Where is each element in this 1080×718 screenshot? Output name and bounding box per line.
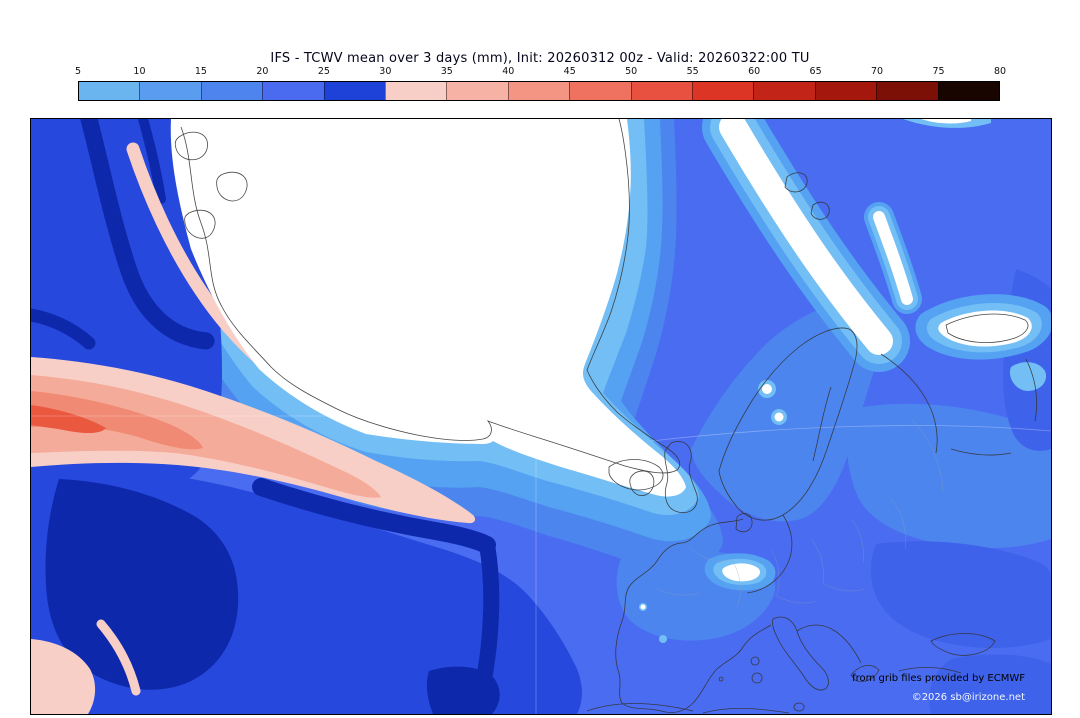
colorbar-cell xyxy=(79,82,140,100)
colorbar-cells xyxy=(78,81,1000,101)
credit-copyright: ©2026 sb@irizone.net xyxy=(911,692,1025,703)
colorbar-ticks: 5 10 15 20 25 30 35 40 45 50 55 60 65 70 75 80 xyxy=(74,66,1006,79)
colorbar-tick-label: 50 xyxy=(625,66,638,77)
colorbar-cell xyxy=(569,82,631,100)
colorbar-cell xyxy=(262,82,324,100)
country-borders xyxy=(656,418,944,608)
colorbar-tick-label: 60 xyxy=(748,66,761,77)
credit-source: from grib files provided by ECMWF xyxy=(852,673,1025,684)
colorbar-cell xyxy=(692,82,754,100)
weather-map: from grib files provided by ECMWF ©2026 … xyxy=(30,118,1052,715)
europe-moisture-patches xyxy=(616,269,1051,714)
colorbar-cell xyxy=(753,82,815,100)
small-dry-spots xyxy=(639,380,787,643)
graticule-lines xyxy=(31,415,1051,714)
colorbar-tick-label: 5 xyxy=(74,66,82,77)
colorbar-tick-label: 25 xyxy=(317,66,330,77)
colorbar-tick-label: 15 xyxy=(194,66,207,77)
arctic-streaks xyxy=(702,119,1051,372)
coastlines xyxy=(174,119,1038,714)
colorbar-tick-label: 55 xyxy=(686,66,699,77)
navy-bands xyxy=(31,119,500,714)
colorbar-cell xyxy=(937,82,1000,100)
colorbar-tick-label: 75 xyxy=(932,66,945,77)
colorbar-tick-label: 65 xyxy=(809,66,822,77)
colorbar-tick-label: 10 xyxy=(133,66,146,77)
colorbar-tick-label: 45 xyxy=(563,66,576,77)
colorbar-cell xyxy=(323,82,386,100)
colorbar: 5 10 15 20 25 30 35 40 45 50 55 60 65 70 75 80 xyxy=(74,66,1006,101)
colorbar-cell xyxy=(139,82,201,100)
colorbar-tick-label: 80 xyxy=(993,66,1007,77)
dry-white-cores xyxy=(170,119,686,497)
moist-plume xyxy=(31,357,476,524)
colorbar-tick-label: 35 xyxy=(440,66,453,77)
colorbar-cell xyxy=(814,82,877,100)
tcwv-field-svg xyxy=(31,119,1051,714)
colorbar-cell xyxy=(876,82,938,100)
colorbar-cell xyxy=(385,82,447,100)
colorbar-cell xyxy=(200,82,263,100)
colorbar-tick-label: 40 xyxy=(502,66,515,77)
colorbar-cell xyxy=(507,82,570,100)
colorbar-tick-label: 20 xyxy=(256,66,269,77)
colorbar-tick-label: 30 xyxy=(379,66,392,77)
colorbar-cell xyxy=(446,82,508,100)
colorbar-tick-label: 70 xyxy=(871,66,884,77)
colorbar-cell xyxy=(630,82,693,100)
chart-title: IFS - TCWV mean over 3 days (mm), Init: … xyxy=(270,51,810,66)
